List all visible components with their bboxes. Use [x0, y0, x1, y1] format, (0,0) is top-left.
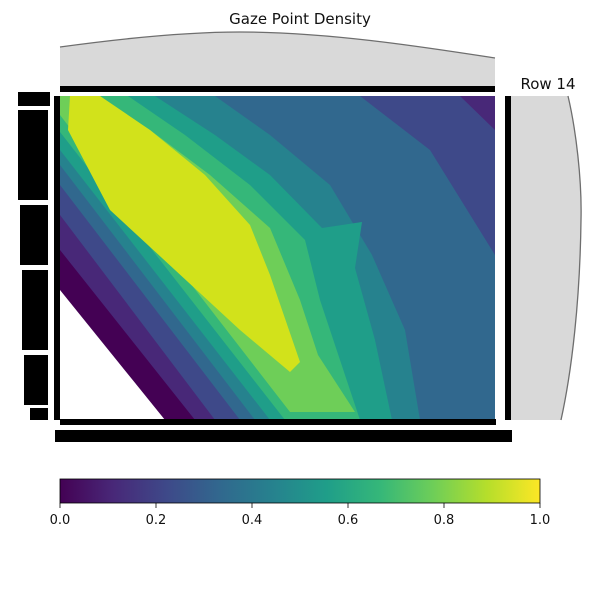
- bottom-spine: [60, 419, 496, 425]
- chart-title: Gaze Point Density: [229, 10, 371, 28]
- contour-bands: [60, 96, 495, 420]
- colorbar-tick-label: 0.2: [146, 513, 167, 528]
- top-marginal-density: [60, 32, 495, 86]
- colorbar-tick-label: 0.8: [434, 513, 455, 528]
- plot-frame: [54, 86, 511, 425]
- colorbar-tick-label: 1.0: [530, 513, 551, 528]
- colorbar: [59, 478, 541, 504]
- top-spine: [60, 86, 495, 92]
- colorbar-tick-label: 0.4: [242, 513, 263, 528]
- left-spine: [54, 96, 60, 420]
- colorbar-tick-label: 0.6: [338, 513, 359, 528]
- contour-level-8: [68, 96, 300, 372]
- top-marginal-curve: [59, 31, 496, 59]
- x-tick-labels-overlap: [55, 430, 512, 442]
- colorbar-ticks: 0.0 0.2 0.4 0.6 0.8 1.0: [50, 503, 551, 528]
- colorbar-tick-label: 0.0: [50, 513, 71, 528]
- panel-label: Row 14: [520, 75, 575, 93]
- right-marginal-spine: [505, 96, 511, 420]
- right-marginal-curve: [560, 95, 582, 421]
- y-tick-labels-overlap: [18, 92, 50, 420]
- right-marginal-density: [511, 96, 582, 420]
